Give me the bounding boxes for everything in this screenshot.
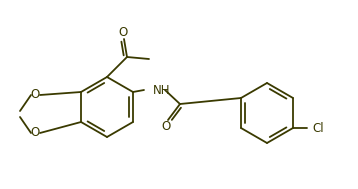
Text: O: O [161,121,171,133]
Text: O: O [118,26,127,40]
Text: O: O [30,88,40,101]
Text: O: O [30,126,40,139]
Text: NH: NH [153,84,170,97]
Text: Cl: Cl [312,122,324,135]
